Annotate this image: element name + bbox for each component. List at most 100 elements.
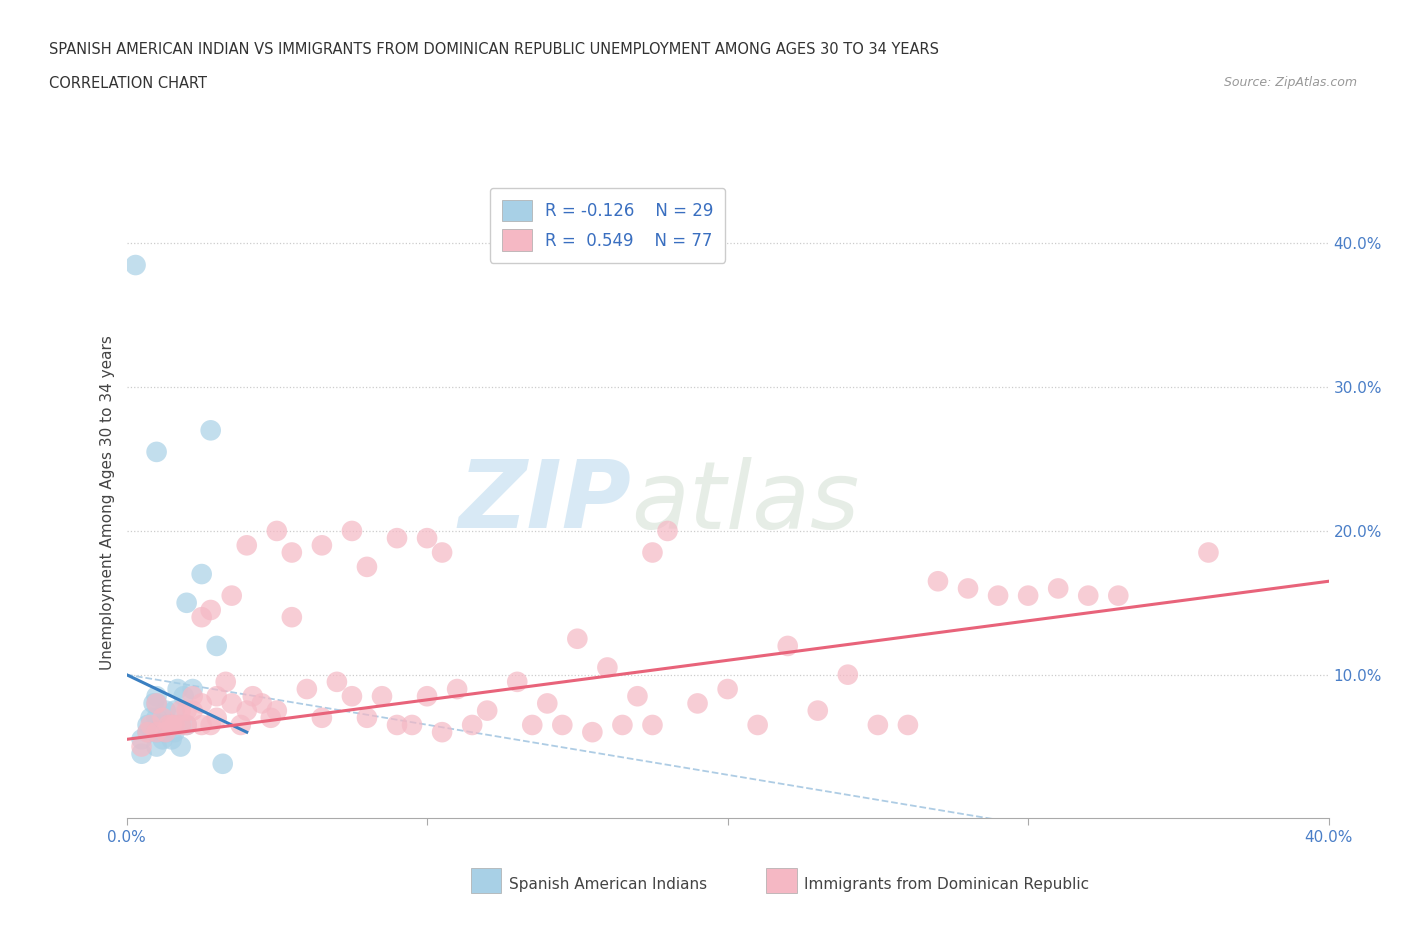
Point (356, 560, 378, 575)
Point (416, 531, 439, 546)
Point (200, 423, 222, 438)
Point (371, 689, 394, 704)
Y-axis label: Unemployment Among Ages 30 to 34 years: Unemployment Among Ages 30 to 34 years (100, 335, 115, 670)
Point (190, 610, 212, 625)
Point (686, 696, 709, 711)
Point (176, 718, 198, 733)
Point (169, 703, 191, 718)
Point (266, 703, 288, 718)
Point (837, 667, 859, 682)
Point (142, 696, 165, 711)
Point (152, 711, 174, 725)
Point (155, 703, 177, 718)
Point (430, 545, 453, 560)
Point (281, 610, 304, 625)
Point (446, 682, 468, 697)
Point (145, 689, 167, 704)
Point (641, 718, 664, 733)
Point (169, 718, 191, 733)
Point (131, 732, 153, 747)
Point (506, 674, 529, 689)
Point (145, 711, 167, 725)
Point (266, 524, 288, 538)
Point (295, 682, 318, 697)
Point (536, 696, 558, 711)
Point (242, 689, 264, 704)
Point (173, 689, 195, 704)
Point (956, 581, 979, 596)
Point (131, 739, 153, 754)
Point (163, 718, 186, 733)
Point (136, 718, 159, 733)
Point (1017, 588, 1039, 603)
Point (176, 718, 198, 733)
Point (235, 538, 259, 552)
Point (145, 445, 167, 459)
Legend: R = -0.126    N = 29, R =  0.549    N = 77: R = -0.126 N = 29, R = 0.549 N = 77 (489, 188, 725, 262)
Point (139, 711, 162, 725)
Point (160, 732, 183, 747)
Point (145, 724, 167, 739)
Text: Source: ZipAtlas.com: Source: ZipAtlas.com (1223, 76, 1357, 89)
Point (807, 703, 830, 718)
Point (235, 703, 259, 718)
Point (131, 746, 153, 761)
Point (181, 682, 204, 697)
Point (596, 660, 619, 675)
Point (326, 674, 349, 689)
Text: CORRELATION CHART: CORRELATION CHART (49, 76, 207, 91)
Point (260, 711, 283, 725)
Point (1077, 588, 1099, 603)
Point (136, 724, 159, 739)
Point (176, 703, 198, 718)
Point (176, 595, 198, 610)
Point (166, 682, 188, 697)
Point (169, 718, 191, 733)
Point (657, 524, 679, 538)
Point (581, 724, 603, 739)
Point (124, 258, 146, 272)
Point (356, 711, 378, 725)
Point (205, 711, 228, 725)
Point (401, 718, 423, 733)
Point (927, 574, 949, 589)
Point (866, 718, 889, 733)
Point (229, 718, 252, 733)
Point (155, 724, 177, 739)
Point (215, 674, 238, 689)
Point (461, 718, 484, 733)
Point (155, 724, 177, 739)
Point (776, 639, 799, 654)
Point (163, 703, 186, 718)
Point (211, 756, 233, 771)
Point (340, 689, 363, 704)
Point (522, 718, 544, 733)
Point (136, 724, 159, 739)
Point (205, 689, 228, 704)
Point (430, 724, 453, 739)
Point (145, 739, 167, 754)
Point (1197, 545, 1219, 560)
Point (626, 689, 648, 704)
Point (1107, 588, 1129, 603)
Point (475, 703, 498, 718)
Point (145, 696, 167, 711)
Text: atlas: atlas (631, 457, 859, 548)
Point (160, 718, 183, 733)
Point (340, 524, 363, 538)
Point (145, 724, 167, 739)
Point (612, 718, 634, 733)
Point (250, 696, 273, 711)
Point (641, 545, 664, 560)
Text: SPANISH AMERICAN INDIAN VS IMMIGRANTS FROM DOMINICAN REPUBLIC UNEMPLOYMENT AMONG: SPANISH AMERICAN INDIAN VS IMMIGRANTS FR… (49, 42, 939, 57)
Point (385, 718, 408, 733)
Point (145, 696, 167, 711)
Point (1047, 581, 1070, 596)
Point (311, 538, 333, 552)
Point (152, 732, 174, 747)
Point (200, 603, 222, 618)
Point (281, 545, 304, 560)
Point (385, 531, 408, 546)
Point (163, 724, 186, 739)
Point (551, 718, 574, 733)
